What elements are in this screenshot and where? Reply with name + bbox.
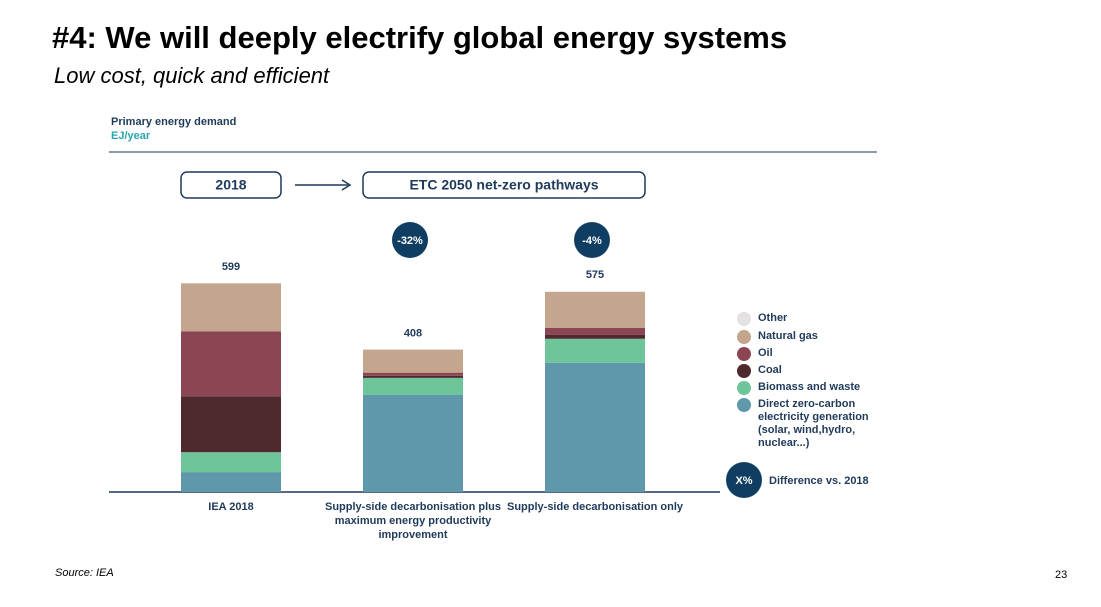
bar-segment xyxy=(545,334,645,339)
bar-segment xyxy=(181,396,281,453)
bar-segment xyxy=(545,292,645,328)
bar-segment xyxy=(363,349,463,373)
bar-segment xyxy=(181,452,281,473)
bar-segment xyxy=(363,377,463,395)
legend-label: Coal xyxy=(758,364,782,376)
legend-label: Natural gas xyxy=(758,330,818,342)
legend-swatch xyxy=(737,312,751,326)
legend-swatch xyxy=(737,398,751,412)
slide-subtitle: Low cost, quick and efficient xyxy=(54,63,330,88)
difference-label: -32% xyxy=(397,235,423,247)
difference-badge xyxy=(574,222,610,258)
total-label: 408 xyxy=(404,328,422,340)
slide-title: #4: We will deeply electrify global ener… xyxy=(52,20,788,55)
bar-segment xyxy=(181,283,281,332)
bar-segment xyxy=(545,362,645,492)
total-label: 575 xyxy=(586,269,604,281)
total-label: 599 xyxy=(222,261,240,273)
difference-symbol: X% xyxy=(735,475,752,487)
header-label: 2018 xyxy=(215,177,246,193)
y-label: EJ/year xyxy=(111,130,151,142)
difference-label: -4% xyxy=(582,235,602,247)
difference-legend-label: Difference vs. 2018 xyxy=(769,475,869,487)
bar-segment xyxy=(363,372,463,376)
legend-label: Biomass and waste xyxy=(758,381,861,393)
header-label: ETC 2050 net-zero pathways xyxy=(409,177,598,193)
difference-badge xyxy=(726,462,762,498)
legend-label: Oil xyxy=(758,347,773,359)
legend-label: Other xyxy=(758,312,788,324)
header-box xyxy=(362,171,646,199)
bar-segment xyxy=(363,394,463,492)
difference-badge xyxy=(392,222,428,258)
bar-segment xyxy=(181,331,281,397)
legend-swatch xyxy=(737,347,751,361)
page-number: 23 xyxy=(1055,569,1068,581)
bar-segment xyxy=(363,375,463,378)
arrow-head xyxy=(341,179,352,191)
x-tick-label: Supply-side decarbonisation plus maximum… xyxy=(324,501,502,541)
x-tick-label: Supply-side decarbonisation only xyxy=(506,501,684,513)
bar-segment xyxy=(545,327,645,335)
x-tick-label: IEA 2018 xyxy=(208,501,254,513)
bar-segment xyxy=(545,338,645,363)
header-box xyxy=(180,171,282,199)
legend-swatch xyxy=(737,381,751,395)
legend-swatch xyxy=(737,330,751,344)
bar-segment xyxy=(181,472,281,492)
legend-label: Direct zero-carbon electricity generatio… xyxy=(758,398,869,449)
legend-swatch xyxy=(737,364,751,378)
source: Source: IEA xyxy=(55,567,114,579)
bar-segment xyxy=(545,291,645,293)
chart-title: Primary energy demand xyxy=(111,116,236,128)
